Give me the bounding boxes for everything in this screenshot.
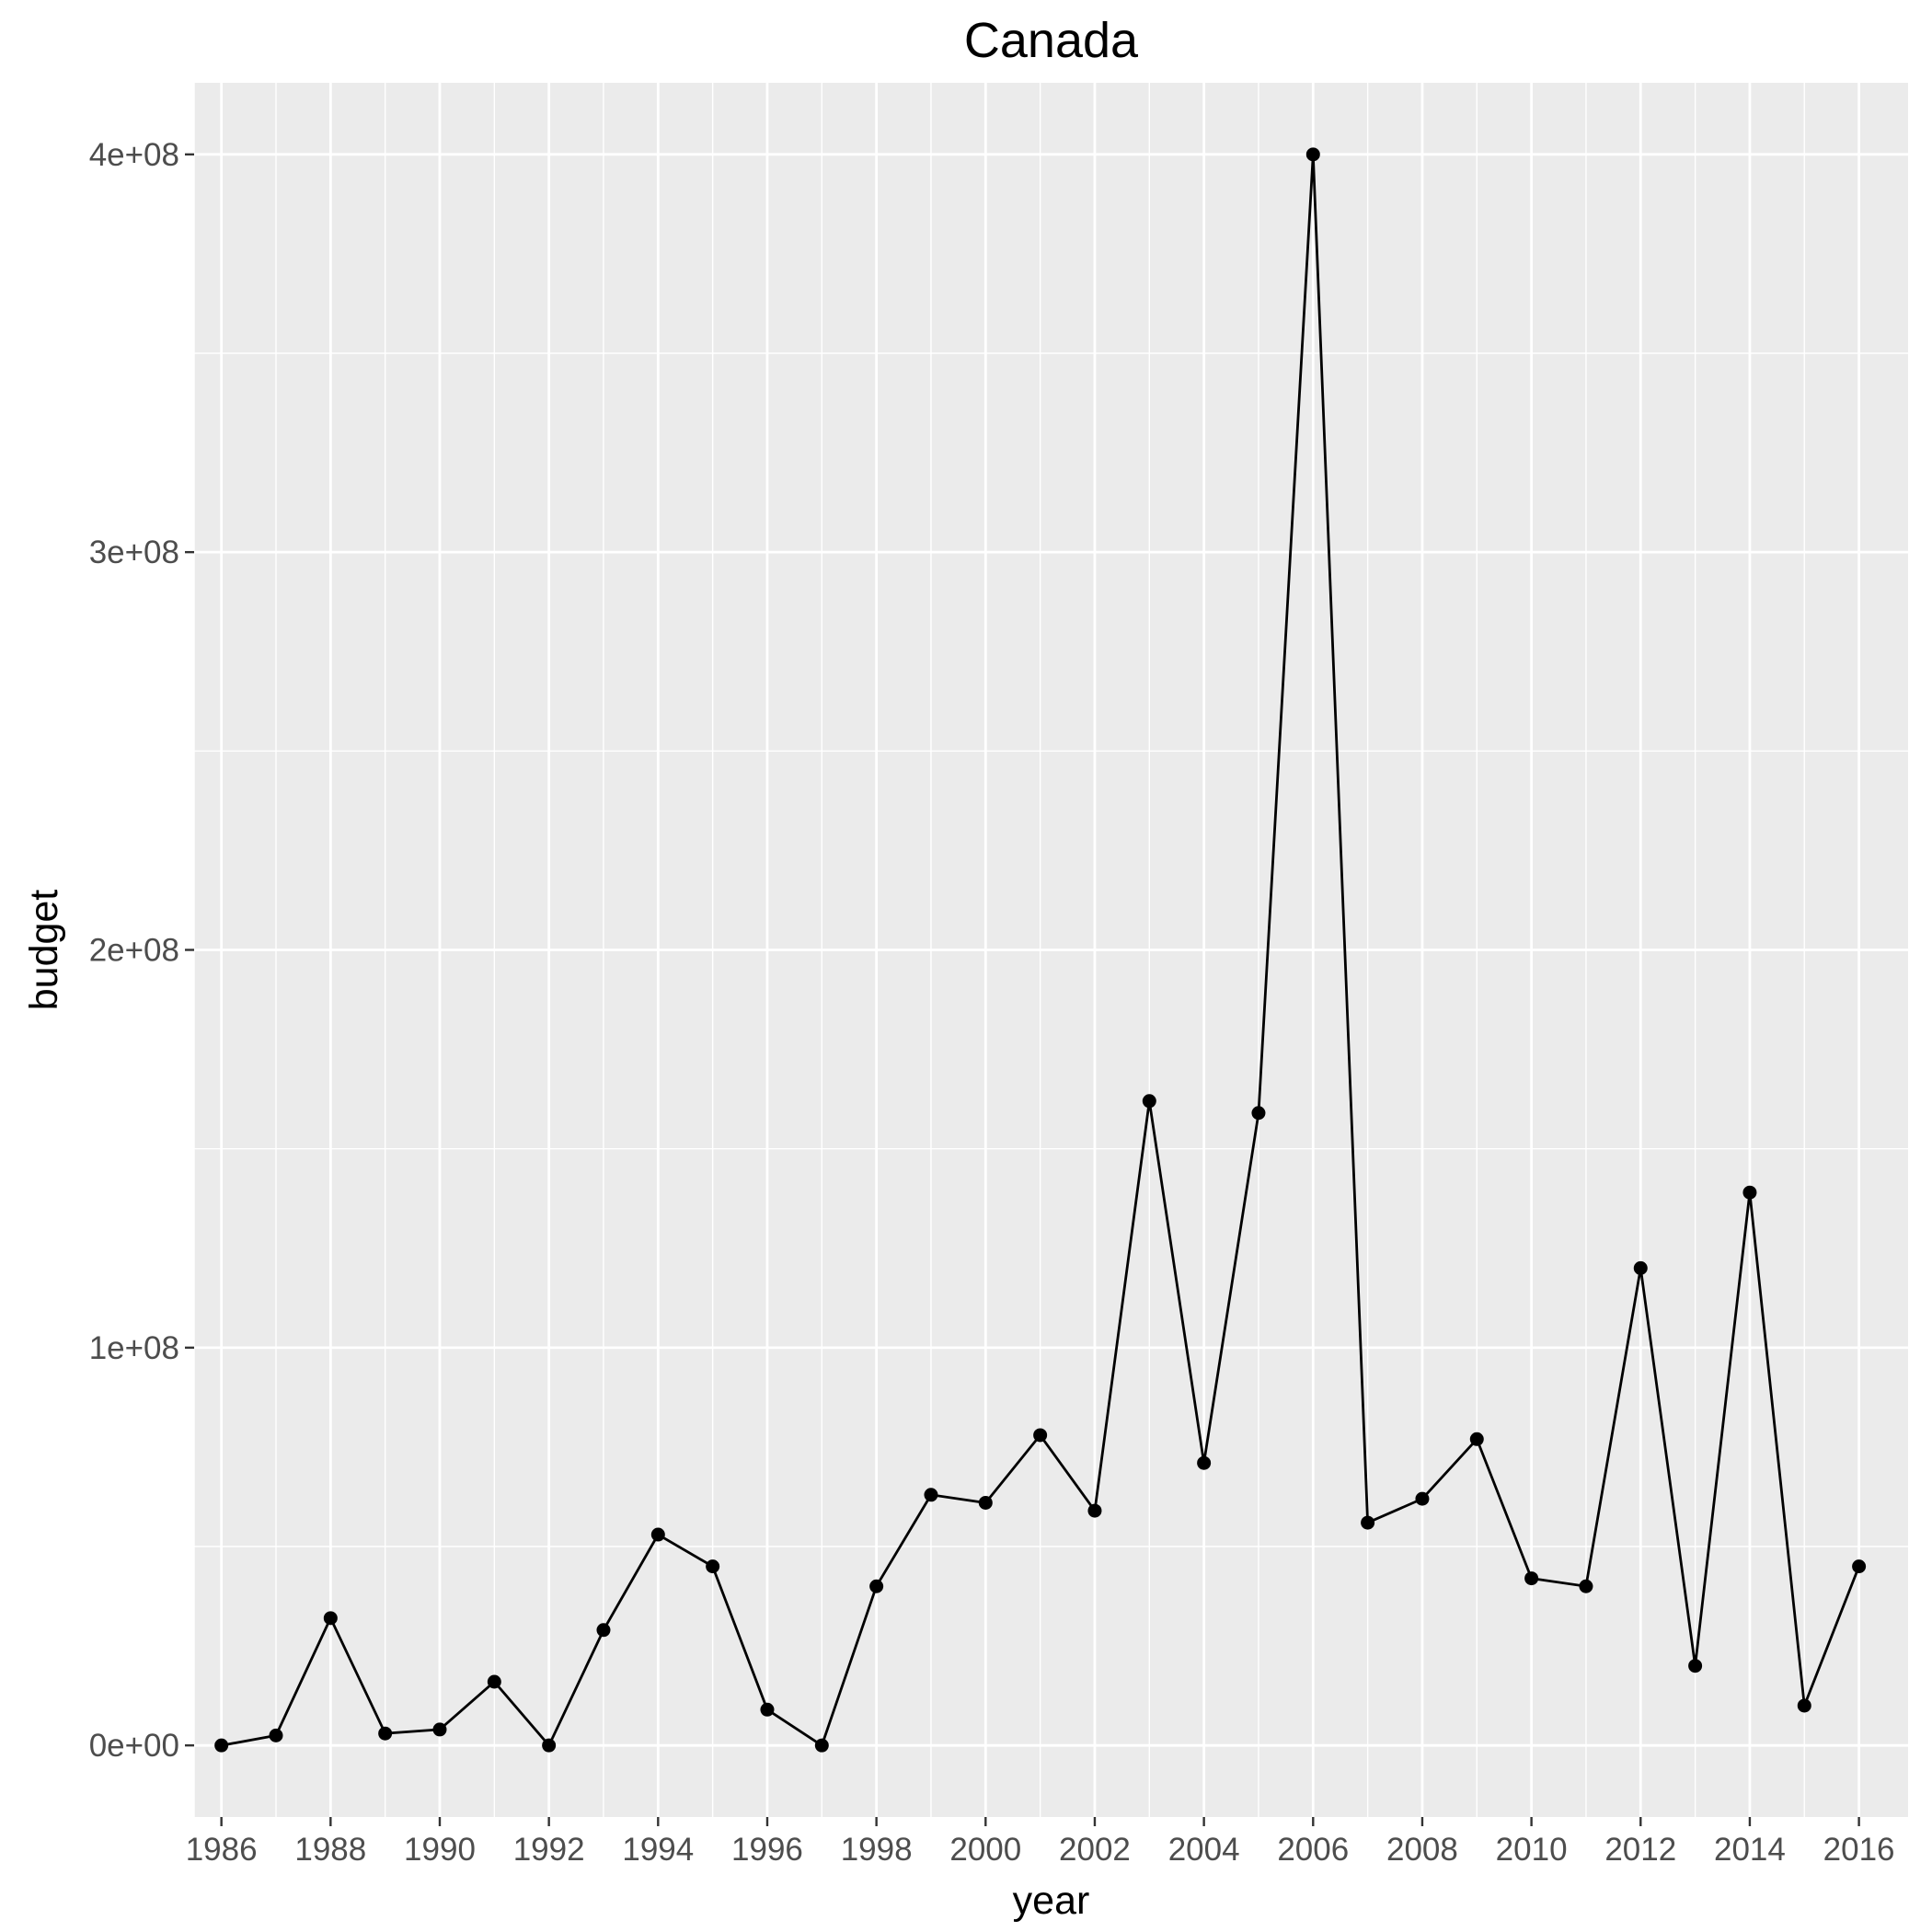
data-point [1361,1515,1375,1530]
data-point [487,1674,501,1689]
x-tick-label: 2002 [1059,1832,1131,1868]
x-tick-label: 2014 [1714,1832,1786,1868]
x-tick-label: 1996 [731,1832,803,1868]
data-point [869,1579,884,1593]
x-axis: 1986 1988 1990 1992 1994 1996 1998 2000 2002 2004… [186,1817,1895,1868]
data-point [1142,1094,1156,1109]
data-point [1033,1428,1048,1443]
data-point [650,1527,665,1542]
data-point [1469,1432,1484,1446]
x-tick-label: 1986 [186,1832,258,1868]
x-tick-label: 2012 [1604,1832,1676,1868]
data-point [1579,1579,1593,1593]
data-point [1087,1503,1102,1518]
data-point [214,1738,229,1753]
x-tick-label: 2000 [949,1832,1021,1868]
x-tick-label: 1992 [513,1832,585,1868]
y-tick-label: 1e+08 [89,1330,179,1366]
y-tick-label: 4e+08 [89,137,179,173]
y-axis-title: budget [22,890,66,1011]
data-point [1633,1260,1648,1275]
y-axis: 0e+00 1e+08 2e+08 3e+08 4e+08 [89,137,194,1764]
data-point [269,1728,283,1742]
x-tick-label: 1994 [622,1832,694,1868]
data-point [1305,147,1320,162]
data-point [1524,1571,1539,1586]
x-tick-label: 2004 [1168,1832,1240,1868]
data-point [1852,1559,1867,1574]
x-tick-label: 1990 [404,1832,476,1868]
data-point [924,1488,938,1502]
x-tick-label: 1998 [841,1832,913,1868]
data-point [978,1495,993,1510]
data-point [542,1738,557,1753]
y-tick-label: 2e+08 [89,933,179,969]
x-tick-label: 2016 [1823,1832,1895,1868]
major-gridlines [194,83,1908,1817]
x-tick-label: 2008 [1386,1832,1458,1868]
y-tick-label: 0e+00 [89,1728,179,1764]
y-tick-label: 3e+08 [89,535,179,570]
data-point [1415,1491,1430,1506]
chart-title: Canada [964,13,1139,68]
x-axis-title: year [1013,1879,1090,1923]
data-point [1197,1455,1212,1470]
data-point [814,1738,829,1753]
data-point [596,1623,611,1638]
data-point [1797,1698,1811,1713]
data-point [323,1611,338,1626]
data-point [1251,1106,1266,1121]
data-point [1688,1659,1703,1673]
data-point [706,1559,720,1574]
data-point [432,1722,447,1737]
x-tick-label: 2010 [1496,1832,1568,1868]
data-point [378,1726,393,1741]
x-tick-label: 2006 [1277,1832,1349,1868]
data-point [1742,1185,1757,1200]
data-point [760,1702,775,1717]
x-tick-label: 1988 [294,1832,366,1868]
series-layer [214,147,1867,1753]
